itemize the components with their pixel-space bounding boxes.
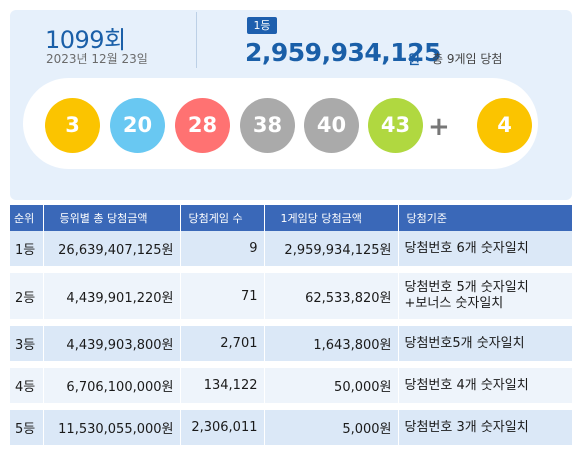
prize-table: 순위 등위별 총 당첨금액 당첨게임 수 1게임당 당첨금액 당첨기준 1등 2…	[10, 205, 573, 452]
rank-cell: 3등	[10, 322, 44, 368]
winning-ball-5: 40	[304, 98, 359, 153]
games-cell: 9	[180, 231, 265, 273]
winning-ball-1: 3	[45, 98, 100, 153]
table-row: 5등 11,530,055,000원 2,306,011 5,000원 당첨번호…	[10, 406, 573, 452]
divider	[196, 12, 197, 68]
header-prize-per-game: 1게임당 당첨금액	[264, 205, 399, 231]
header-criteria: 당첨기준	[398, 205, 573, 231]
rank-cell: 2등	[10, 269, 44, 326]
games-cell: 2,306,011	[180, 406, 265, 452]
games-cell: 71	[180, 269, 265, 326]
header-rank: 순위	[10, 205, 44, 231]
criteria-text: 당첨번호5개 숫자일치	[404, 335, 525, 351]
table-row: 1등 26,639,407,125원 9 2,959,934,125원 당첨번호…	[10, 231, 573, 273]
rank-cell: 4등	[10, 364, 44, 410]
first-prize-amount: 2,959,934,125	[245, 38, 441, 67]
table-row: 3등 4,439,903,800원 2,701 1,643,800원 당첨번호5…	[10, 322, 573, 368]
header-winning-games: 당첨게임 수	[180, 205, 265, 231]
winning-ball-6: 43	[368, 98, 423, 153]
per-game-cell: 5,000원	[264, 406, 399, 452]
criteria-text: 당첨번호 5개 숫자일치	[404, 280, 529, 295]
first-rank-badge: 1등	[247, 17, 277, 34]
winner-count: 총 9게임 당첨	[432, 52, 503, 66]
criteria-text: 당첨번호 3개 숫자일치	[404, 419, 529, 435]
first-prize-unit: 원	[408, 53, 420, 68]
criteria-cell: 당첨번호 6개 숫자일치	[398, 231, 573, 273]
total-prize-cell: 6,706,100,000원	[43, 364, 181, 410]
header-total-prize: 등위별 총 당첨금액	[43, 205, 181, 231]
plus-sign: +	[428, 112, 450, 142]
table-row: 4등 6,706,100,000원 134,122 50,000원 당첨번호 4…	[10, 364, 573, 410]
total-prize-cell: 11,530,055,000원	[43, 406, 181, 452]
per-game-cell: 62,533,820원	[264, 269, 399, 326]
winning-ball-2: 20	[110, 98, 165, 153]
rank-cell: 1등	[10, 231, 44, 273]
criteria-bonus-text: +보너스 숫자일치	[404, 296, 504, 311]
criteria-text: 당첨번호 6개 숫자일치	[404, 240, 529, 256]
per-game-cell: 50,000원	[264, 364, 399, 410]
table-row: 2등 4,439,901,220원 71 62,533,820원 당첨번호 5개…	[10, 269, 573, 326]
draw-date: 2023년 12월 23일	[46, 52, 148, 66]
total-prize-cell: 26,639,407,125원	[43, 231, 181, 273]
winning-ball-4: 38	[240, 98, 295, 153]
table-header-row: 순위 등위별 총 당첨금액 당첨게임 수 1게임당 당첨금액 당첨기준	[10, 205, 573, 231]
criteria-cell: 당첨번호 5개 숫자일치 +보너스 숫자일치	[398, 269, 573, 326]
per-game-cell: 1,643,800원	[264, 322, 399, 368]
total-prize-cell: 4,439,903,800원	[43, 322, 181, 368]
criteria-text: 당첨번호 4개 숫자일치	[404, 377, 529, 393]
winning-ball-3: 28	[175, 98, 230, 153]
total-prize-cell: 4,439,901,220원	[43, 269, 181, 326]
bonus-ball: 4	[477, 98, 532, 153]
draw-number: 1099회	[45, 26, 126, 54]
rank-cell: 5등	[10, 406, 44, 452]
criteria-cell: 당첨번호 3개 숫자일치	[398, 406, 573, 452]
criteria-cell: 당첨번호 4개 숫자일치	[398, 364, 573, 410]
per-game-cell: 2,959,934,125원	[264, 231, 399, 273]
games-cell: 2,701	[180, 322, 265, 368]
criteria-cell: 당첨번호5개 숫자일치	[398, 322, 573, 368]
games-cell: 134,122	[180, 364, 265, 410]
